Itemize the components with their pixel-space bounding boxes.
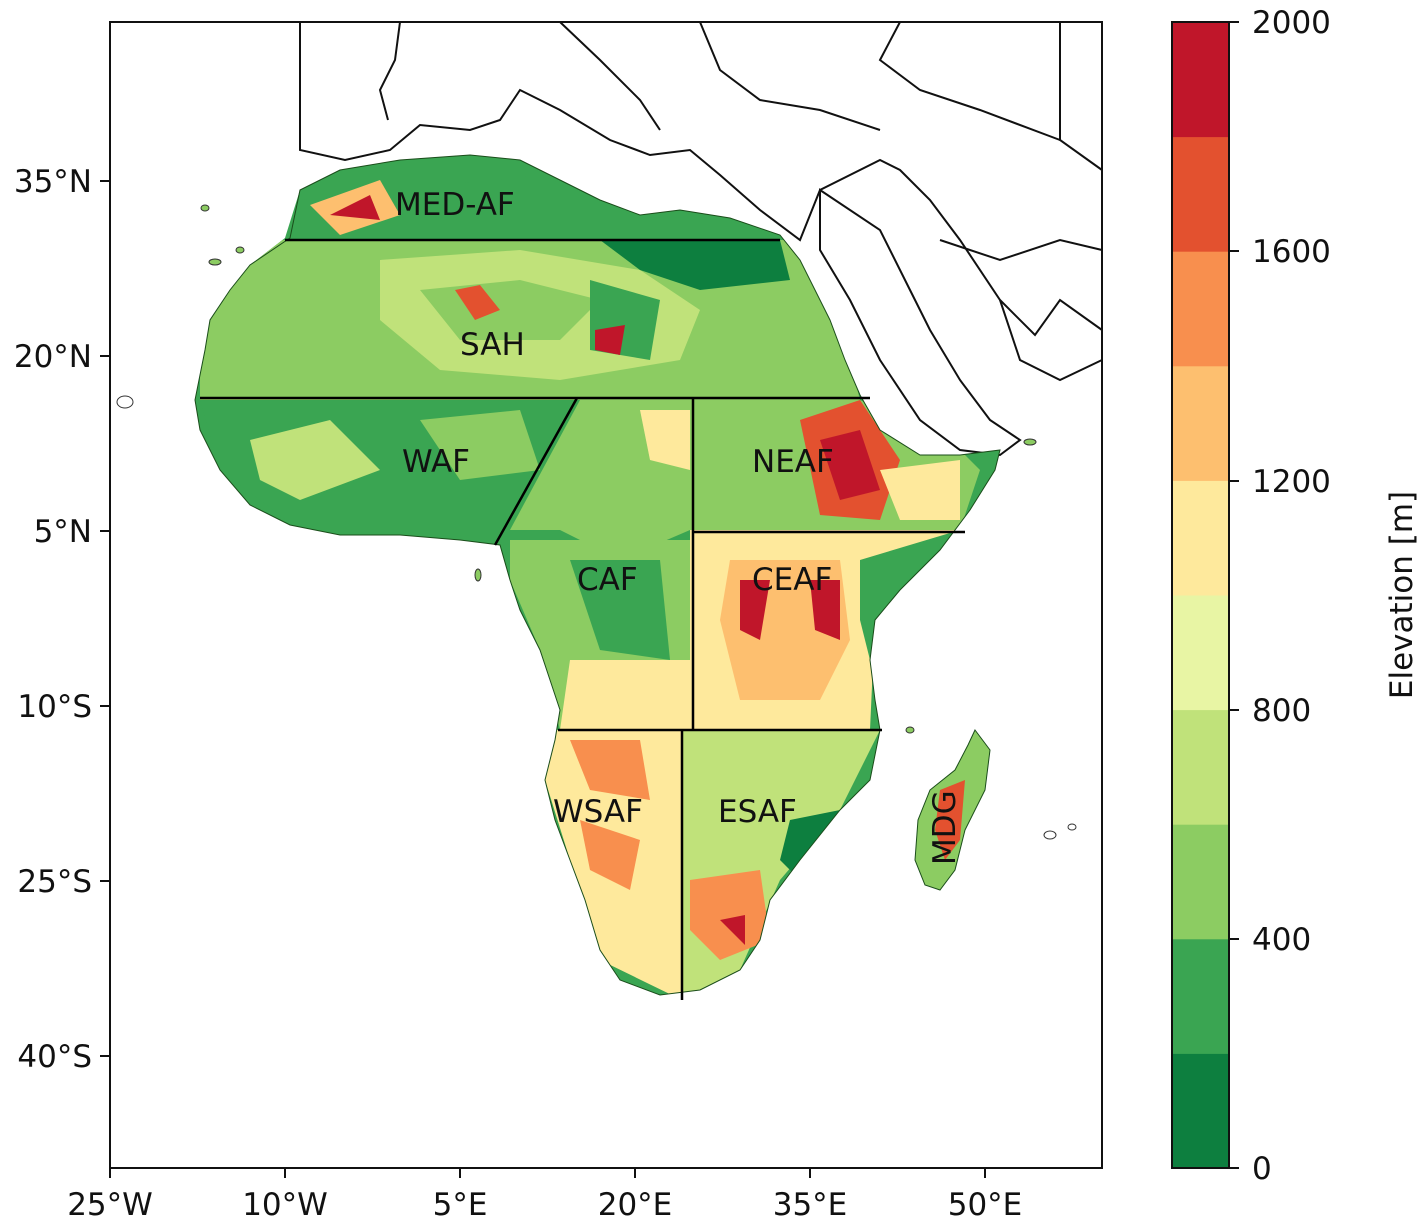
colorbar-swatch xyxy=(1172,365,1229,481)
colorbar-swatch xyxy=(1172,136,1229,252)
colorbar-frame xyxy=(1171,21,1230,1169)
colorbar-swatch xyxy=(1172,1053,1229,1169)
region-boundaries xyxy=(200,238,965,1000)
region-label-sah: SAH xyxy=(460,327,525,363)
map-frame xyxy=(109,21,1103,1169)
lon-tick-label: 5°E xyxy=(433,1187,488,1223)
colorbar-tick-label: 400 xyxy=(1252,922,1311,958)
region-label-waf: WAF xyxy=(402,444,470,480)
lon-tick-label: 35°E xyxy=(773,1187,848,1223)
colorbar-swatches xyxy=(1172,22,1229,1169)
lat-tick-label: 40°S xyxy=(17,1039,92,1075)
lat-tick-label: 25°S xyxy=(17,864,92,900)
colorbar-tick-label: 1200 xyxy=(1252,464,1331,500)
colorbar-swatch xyxy=(1172,938,1229,1054)
colorbar-swatch xyxy=(1172,251,1229,367)
lon-tick-label: 10°W xyxy=(242,1187,328,1223)
region-label-ceaf: CEAF xyxy=(752,562,832,598)
africa-elevation xyxy=(194,154,1001,996)
region-label-mdg: MDG xyxy=(927,790,963,865)
region-label-med-af: MED-AF xyxy=(395,187,515,223)
lat-tick-label: 35°N xyxy=(14,164,92,200)
lat-tick-label: 20°N xyxy=(14,339,92,375)
islands xyxy=(116,204,1077,840)
colorbar-swatch xyxy=(1172,480,1229,596)
region-label-caf: CAF xyxy=(577,562,638,598)
longitude-axis: 25°W 10°W 5°E 20°E 35°E 50°E xyxy=(67,1168,1022,1223)
madagascar xyxy=(914,729,991,891)
region-label-esaf: ESAF xyxy=(718,794,797,830)
latitude-axis: 35°N 20°N 5°N 10°S 25°S 40°S xyxy=(14,164,110,1075)
region-labels: MED-AF SAH WAF NEAF CAF CEAF WSAF ESAF M… xyxy=(395,187,963,865)
europe-middle-east-outline xyxy=(299,21,1103,457)
colorbar-tick-label: 0 xyxy=(1252,1151,1272,1187)
colorbar-swatch xyxy=(1172,709,1229,825)
colorbar-tick-label: 1600 xyxy=(1252,234,1331,270)
lon-tick-label: 25°W xyxy=(67,1187,153,1223)
lat-tick-label: 5°N xyxy=(34,514,92,550)
region-label-wsaf: WSAF xyxy=(553,794,643,830)
colorbar-swatch xyxy=(1172,22,1229,138)
colorbar-tick-label: 800 xyxy=(1252,693,1311,729)
lat-tick-label: 10°S xyxy=(17,689,92,725)
lon-tick-label: 20°E xyxy=(598,1187,673,1223)
colorbar-title: Elevation [m] xyxy=(1384,491,1420,699)
lon-tick-label: 50°E xyxy=(948,1187,1023,1223)
colorbar-swatch xyxy=(1172,595,1229,711)
colorbar-swatch xyxy=(1172,824,1229,940)
colorbar-tick-label: 2000 xyxy=(1252,5,1331,41)
colorbar: 2000 1600 1200 800 400 0 Elevation [m] xyxy=(1171,5,1420,1187)
region-label-neaf: NEAF xyxy=(752,444,834,480)
